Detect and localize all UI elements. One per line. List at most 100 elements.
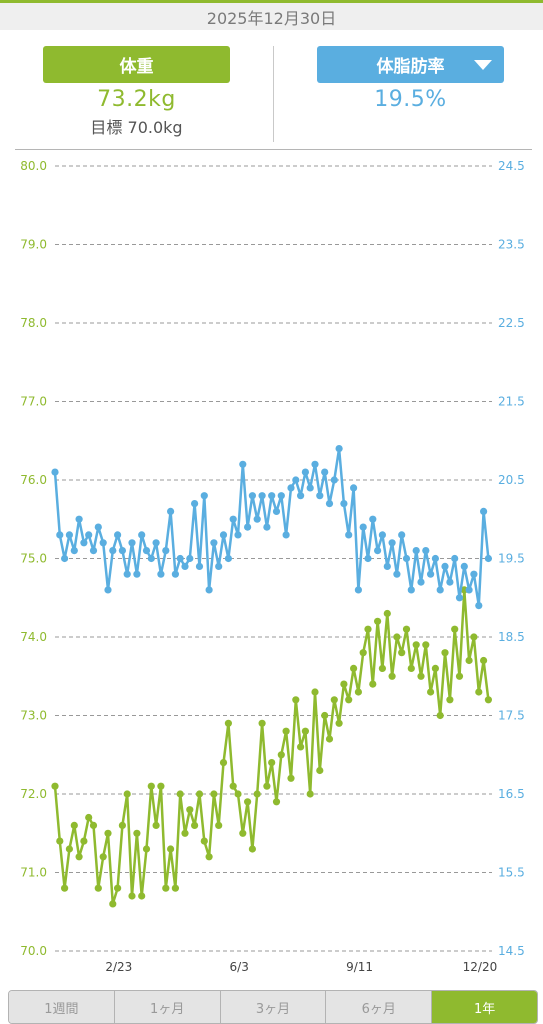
- weight-data-point: [215, 821, 223, 830]
- weight-data-point: [142, 845, 151, 853]
- weight-data-point: [484, 696, 492, 704]
- weight-data-point: [123, 790, 131, 798]
- weight-data-point: [388, 672, 396, 680]
- weight-data-point: [61, 884, 69, 892]
- date-label: 2025年12月30日: [206, 8, 337, 28]
- weight-data-point: [118, 821, 126, 830]
- y-right-tick-label: 21.5: [498, 395, 525, 409]
- bodyfat-data-point: [451, 554, 459, 563]
- weight-data-point: [480, 656, 488, 665]
- bodyfat-data-point: [224, 554, 232, 563]
- weight-button-label: 体重: [119, 57, 154, 77]
- weight-data-point: [99, 853, 107, 861]
- weight-data-point: [219, 759, 228, 767]
- weight-data-point: [114, 884, 122, 892]
- x-tick-label: 12/20: [463, 960, 498, 974]
- bodyfat-data-point: [239, 460, 247, 468]
- bodyfat-data-point: [407, 586, 415, 594]
- bodyfat-data-point: [118, 547, 126, 555]
- weight-data-point: [244, 798, 252, 806]
- weight-data-point: [383, 609, 391, 618]
- header-divider: [15, 149, 532, 150]
- bodyfat-data-point: [388, 539, 396, 547]
- weight-data-point: [287, 774, 295, 782]
- weight-data-point: [364, 625, 372, 633]
- bodyfat-data-point: [65, 531, 73, 539]
- weight-value: 73.2kg: [97, 87, 176, 112]
- bodyfat-data-point: [412, 547, 420, 555]
- weight-data-point: [398, 649, 406, 657]
- bodyfat-data-point: [114, 531, 122, 539]
- bodyfat-data-point: [374, 547, 382, 555]
- bodyfat-data-point: [133, 570, 141, 578]
- bodyfat-data-point: [186, 554, 194, 563]
- weight-data-point: [147, 782, 155, 790]
- tab-3-months[interactable]: 3ヶ月: [220, 991, 327, 1023]
- bodyfat-data-point: [378, 531, 386, 539]
- bodyfat-data-point: [61, 554, 69, 563]
- tab-1-week[interactable]: 1週間: [9, 991, 115, 1023]
- weight-goal: 目標 70.0kg: [90, 118, 183, 137]
- y-left-tick-label: 71.0: [20, 866, 47, 880]
- y-right-tick-label: 15.5: [498, 866, 525, 880]
- weight-data-point: [268, 759, 276, 767]
- weight-data-point: [441, 649, 449, 657]
- weight-data-point: [306, 790, 314, 798]
- bodyfat-data-point: [292, 476, 300, 484]
- weight-data-point: [167, 845, 175, 853]
- weight-panel: 体重 73.2kg 目標 70.0kg: [43, 46, 230, 138]
- tab-6-months[interactable]: 6ヶ月: [326, 991, 433, 1023]
- weight-data-point: [431, 664, 439, 673]
- bodyfat-data-point: [56, 531, 64, 539]
- bodyfat-data-point: [104, 586, 112, 594]
- y-left-tick-label: 73.0: [20, 709, 47, 723]
- bodyfat-data-point: [94, 523, 102, 531]
- bodyfat-data-point: [210, 539, 218, 547]
- bodyfat-dropdown[interactable]: 体脂肪率: [317, 46, 504, 83]
- y-right-tick-label: 16.5: [498, 787, 525, 801]
- weight-data-point: [248, 845, 256, 853]
- weight-data-point: [451, 625, 459, 633]
- weight-button[interactable]: 体重: [43, 46, 230, 83]
- bodyfat-data-point: [123, 570, 131, 578]
- bodyfat-data-point: [417, 578, 425, 586]
- weight-data-point: [325, 735, 334, 743]
- weight-data-point: [359, 649, 367, 657]
- y-right-tick-label: 24.5: [498, 159, 525, 173]
- weight-data-point: [292, 696, 300, 704]
- y-left-tick-label: 80.0: [20, 159, 47, 173]
- bodyfat-data-point: [109, 547, 117, 555]
- weight-data-point: [446, 696, 454, 704]
- weight-data-point: [417, 672, 425, 680]
- weight-data-point: [407, 664, 415, 673]
- weight-data-point: [277, 751, 285, 759]
- bodyfat-data-point: [147, 554, 155, 563]
- bodyfat-data-point: [335, 445, 343, 453]
- bodyfat-data-point: [234, 531, 242, 539]
- bodyfat-data-point: [263, 523, 271, 531]
- weight-data-point: [56, 837, 64, 845]
- x-tick-label: 9/11: [346, 960, 373, 974]
- tab-1-year[interactable]: 1年: [432, 991, 537, 1023]
- top-accent-bar: [0, 0, 543, 3]
- bodyfat-data-point: [85, 531, 93, 539]
- weight-data-point: [162, 884, 170, 892]
- date-header: 2025年12月30日: [0, 3, 543, 30]
- bodyfat-data-point: [431, 554, 439, 563]
- bodyfat-data-point: [422, 547, 430, 555]
- bodyfat-data-point: [253, 515, 261, 523]
- y-right-tick-label: 19.5: [498, 552, 525, 566]
- weight-data-point: [200, 837, 208, 845]
- bodyfat-data-point: [470, 570, 478, 578]
- bodyfat-data-point: [181, 562, 189, 570]
- tab-1-month[interactable]: 1ヶ月: [114, 991, 221, 1023]
- bodyfat-data-point: [89, 547, 98, 555]
- weight-data-point: [133, 829, 141, 837]
- bodyfat-data-point: [306, 484, 314, 492]
- weight-data-point: [297, 743, 305, 751]
- bodyfat-data-point: [195, 562, 204, 570]
- weight-data-point: [176, 790, 184, 798]
- y-right-tick-label: 20.5: [498, 473, 525, 487]
- weight-data-point: [436, 711, 444, 720]
- weight-data-point: [345, 696, 353, 704]
